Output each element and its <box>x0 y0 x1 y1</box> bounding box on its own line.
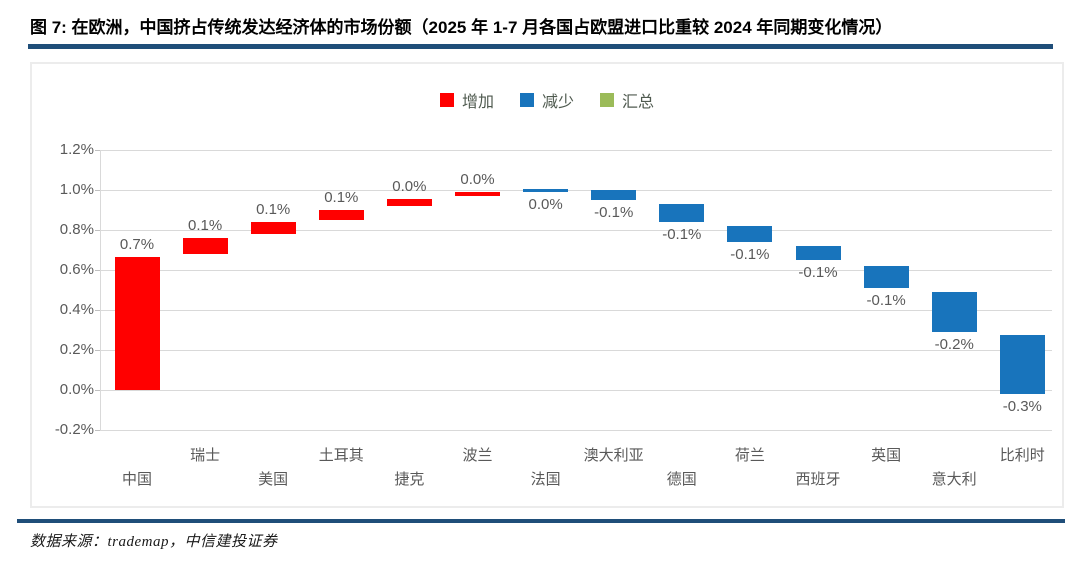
category-label-usa: 美国 <box>258 471 289 488</box>
chart-container: 增加 减少 汇总 0.7% 0.1% 0.1% 0.1% 0.0% 0.0% 0.0% -0.1%… <box>30 62 1064 508</box>
category-label-czech: 捷克 <box>394 471 425 488</box>
category-label-china: 中国 <box>121 471 152 488</box>
y-tickmark <box>95 150 100 151</box>
legend-swatch-total-icon <box>600 93 614 107</box>
gridline-1.2% <box>100 150 1052 151</box>
bar-italy <box>931 292 977 332</box>
figure-title: 图 7: 在欧洲，中国挤占传统发达经济体的市场份额（2025 年 1-7 月各国… <box>30 18 893 37</box>
value-label-italy: -0.2% <box>934 336 974 353</box>
bar-spain <box>795 246 841 260</box>
value-label-switzerland: 0.1% <box>187 217 223 234</box>
y-tick-label-0.0%: 0.0% <box>59 381 94 398</box>
gridline--0.2% <box>100 430 1052 431</box>
bar-belgium <box>999 335 1045 394</box>
y-tick-label-1.2%: 1.2% <box>59 141 94 158</box>
bar-switzerland <box>182 238 228 254</box>
bar-germany <box>659 204 705 222</box>
legend-item-decrease: 减少 <box>519 88 574 112</box>
gridline-0.6% <box>100 270 1052 271</box>
legend-swatch-decrease-icon <box>519 93 534 107</box>
category-label-switzerland: 瑞士 <box>190 447 221 464</box>
y-tick-label-0.8%: 0.8% <box>59 221 94 238</box>
y-tickmark <box>95 230 100 231</box>
category-label-poland: 波兰 <box>462 447 493 464</box>
legend-label-total: 汇总 <box>622 94 655 111</box>
value-label-australia: -0.1% <box>594 204 634 221</box>
category-label-italy: 意大利 <box>931 471 977 488</box>
y-tick-label-0.2%: 0.2% <box>59 341 94 358</box>
bar-poland <box>455 192 500 196</box>
gridline-0.2% <box>100 350 1052 351</box>
data-source: 数据来源：trademap，中信建投证券 <box>30 534 278 550</box>
category-label-uk: 英国 <box>871 447 902 464</box>
category-label-australia: 澳大利亚 <box>583 447 644 464</box>
category-label-france: 法国 <box>530 471 561 488</box>
bar-turkey <box>318 210 364 220</box>
y-tick-label-1.0%: 1.0% <box>59 181 94 198</box>
y-tickmark <box>95 190 100 191</box>
legend-swatch-increase-icon <box>439 93 454 107</box>
title-rule <box>28 44 1053 49</box>
chart-legend: 增加 减少 汇总 <box>32 88 1062 112</box>
y-axis-line <box>100 150 101 430</box>
value-label-belgium: -0.3% <box>1002 398 1042 415</box>
gridline-0.0% <box>100 390 1052 391</box>
y-tickmark <box>95 390 100 391</box>
y-tick-label--0.2%: -0.2% <box>54 421 94 438</box>
value-label-czech: 0.0% <box>392 178 427 195</box>
category-label-spain: 西班牙 <box>795 471 841 488</box>
value-label-germany: -0.1% <box>662 226 702 243</box>
bar-australia <box>591 190 637 200</box>
category-label-germany: 德国 <box>666 471 697 488</box>
legend-item-increase: 增加 <box>439 88 494 112</box>
legend-label-decrease: 减少 <box>541 94 574 111</box>
category-label-netherlands: 荷兰 <box>734 447 765 464</box>
gridline-0.4% <box>100 310 1052 311</box>
category-label-turkey: 土耳其 <box>318 447 364 464</box>
bar-netherlands <box>727 226 773 242</box>
value-label-netherlands: -0.1% <box>730 246 770 263</box>
bar-uk <box>863 266 909 288</box>
y-tickmark <box>95 430 100 431</box>
footer-rule <box>17 519 1065 523</box>
legend-label-increase: 增加 <box>461 94 494 111</box>
value-label-france: 0.0% <box>528 196 563 213</box>
category-label-belgium: 比利时 <box>999 447 1045 464</box>
value-label-usa: 0.1% <box>256 201 291 218</box>
bar-china <box>114 257 160 390</box>
gridline-0.8% <box>100 230 1052 231</box>
gridline-1.0% <box>100 190 1052 191</box>
bar-france <box>523 189 569 192</box>
value-label-turkey: 0.1% <box>324 189 359 206</box>
y-tickmark <box>95 270 100 271</box>
legend-item-total: 汇总 <box>600 88 654 112</box>
y-tickmark <box>95 310 100 311</box>
plot-area: 0.7% 0.1% 0.1% 0.1% 0.0% 0.0% 0.0% -0.1% -0.1% -0… <box>100 150 1052 431</box>
value-label-spain: -0.1% <box>798 264 838 281</box>
bar-czech <box>386 199 432 206</box>
y-tick-label-0.6%: 0.6% <box>59 261 94 278</box>
value-label-china: 0.7% <box>119 236 155 253</box>
value-label-poland: 0.0% <box>460 171 495 188</box>
value-label-uk: -0.1% <box>866 292 906 309</box>
bar-usa <box>250 222 296 234</box>
y-tick-label-0.4%: 0.4% <box>59 301 94 318</box>
y-tickmark <box>95 350 100 351</box>
